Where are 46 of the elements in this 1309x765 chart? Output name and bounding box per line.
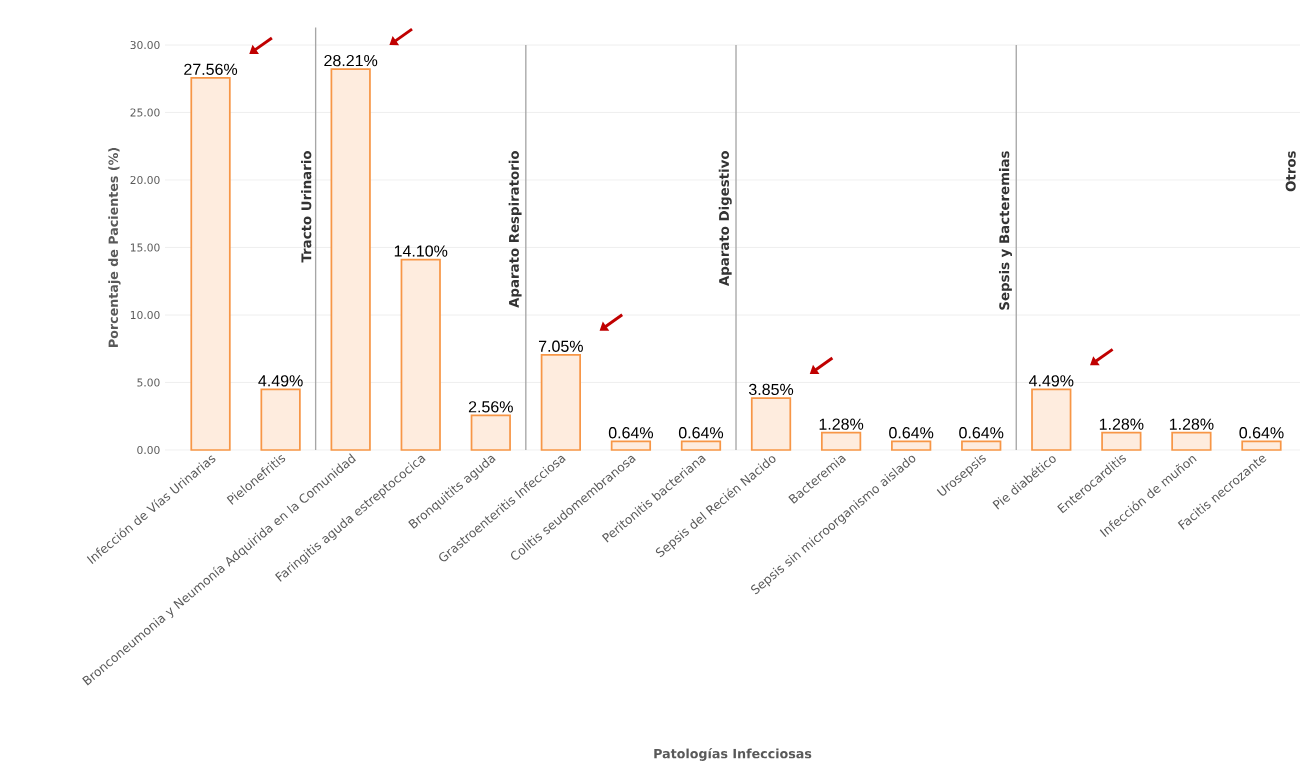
y-axis-title: Porcentaje de Pacientes (%)	[108, 147, 121, 347]
bar	[400, 258, 441, 451]
bar	[540, 353, 581, 451]
annotation: Tracto Urinario	[301, 150, 312, 263]
bar	[680, 440, 722, 451]
data-label: 2.56%	[468, 401, 513, 413]
annotation: Sepsis y Bacteremias	[998, 150, 1012, 310]
data-label: 14.10%	[394, 245, 448, 257]
data-label: 4.49%	[258, 374, 303, 387]
bar	[190, 76, 231, 451]
bar	[1171, 431, 1212, 451]
data-label: 27.56%	[184, 63, 238, 75]
y-tick-label: 20.00	[130, 175, 160, 184]
bar	[891, 440, 932, 451]
data-label: 0.64%	[608, 426, 654, 439]
bar	[1241, 440, 1282, 451]
bar	[820, 431, 862, 451]
y-tick-label: 25.00	[130, 108, 160, 117]
bar	[961, 440, 1002, 451]
annotation: Otros	[1285, 150, 1296, 192]
data-label: 0.64%	[959, 426, 1004, 439]
data-label: 7.05%	[538, 340, 583, 352]
annotation: Aparato Respiratorio	[508, 150, 522, 308]
data-label: 1.28%	[1099, 418, 1144, 430]
bar	[610, 440, 652, 451]
y-tick-label: 5.00	[137, 378, 160, 387]
bar	[330, 68, 371, 451]
bar	[750, 396, 792, 451]
data-label: 1.28%	[1169, 418, 1214, 430]
data-label: 28.21%	[324, 54, 378, 67]
y-tick-label: 0.00	[137, 445, 160, 454]
data-label: 1.28%	[819, 418, 864, 430]
data-label: 3.85%	[748, 383, 794, 395]
x-axis-title: Patologías Infecciosas	[654, 747, 812, 761]
data-label: 0.64%	[1239, 426, 1284, 439]
bar	[470, 414, 511, 451]
data-label: 0.64%	[889, 426, 934, 439]
y-tick-label: 10.00	[130, 310, 160, 319]
y-tick-label: 15.00	[130, 243, 160, 252]
bar	[1101, 431, 1142, 451]
data-label: 4.49%	[1028, 374, 1074, 387]
y-tick-label: 30.00	[130, 40, 160, 49]
annotation: Aparato Digestivo	[718, 150, 732, 286]
bar	[260, 388, 301, 451]
bar	[1031, 388, 1072, 451]
data-label: 0.64%	[678, 426, 724, 439]
